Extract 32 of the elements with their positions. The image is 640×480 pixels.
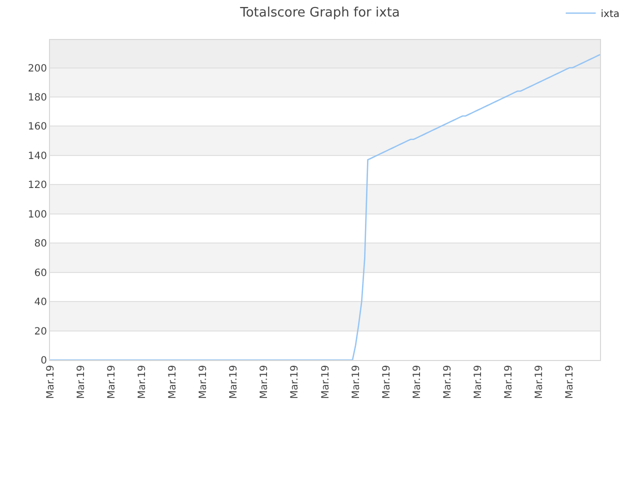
x-tick-label: Mar.19 [45,365,56,399]
y-tick-label: 60 [34,268,47,279]
y-tick-label: 180 [28,92,47,104]
y-tick-label: 0 [40,356,47,366]
y-tick-label: 20 [34,326,47,338]
x-tick-label: Mar.19 [473,365,484,399]
x-tick-label: Mar.19 [106,365,118,399]
y-tick-label: 100 [28,209,47,220]
legend-label: ixta [600,9,620,20]
x-tick-label: Mar.19 [381,365,392,399]
x-tick-label: Mar.19 [320,365,332,399]
x-tick-label: Mar.19 [228,365,240,399]
x-tick-label: Mar.19 [198,365,210,399]
y-tick-label: 160 [28,122,47,133]
x-tick-label: Mar.19 [564,365,576,399]
x-tick-label: Mar.19 [504,365,515,399]
y-tick-label: 120 [28,180,47,192]
y-tick-label: 80 [34,238,47,250]
chart-title: Totalscore Graph for ixta [239,6,400,21]
x-tick-label: Mar.19 [442,365,454,399]
x-tick-label: Mar.19 [412,365,423,399]
y-tick-label: 140 [28,150,47,162]
x-tick-label: Mar.19 [167,365,178,399]
x-tick-label: Mar.19 [534,365,546,399]
x-tick-label: Mar.19 [259,365,270,399]
x-tick-label: Mar.19 [76,365,87,399]
x-tick-label: Mar.19 [136,365,148,399]
y-tick-label: 40 [34,297,47,308]
y-tick-label: 200 [28,63,47,74]
x-tick-label: Mar.19 [290,365,301,399]
x-tick-label: Mar.19 [350,365,362,399]
line-series [50,54,600,360]
